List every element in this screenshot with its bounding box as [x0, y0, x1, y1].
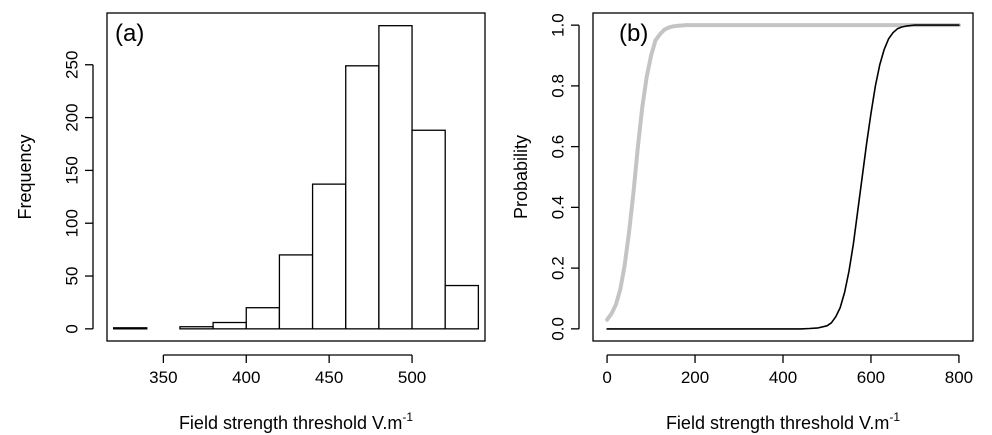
histogram-bar — [112, 327, 148, 330]
x-tick-label: 0 — [602, 368, 611, 387]
histogram-bar — [411, 129, 446, 330]
x-tick-label: 450 — [315, 368, 343, 387]
y-tick-label: 0.8 — [549, 74, 568, 98]
y-tick-label: 0.2 — [549, 256, 568, 280]
x-tick-label: 500 — [398, 368, 426, 387]
x-axis-title-a-exponent: -1 — [402, 410, 413, 424]
y-tick-label: 0.0 — [549, 317, 568, 341]
x-tick-label: 350 — [149, 368, 177, 387]
x-tick-label: 400 — [232, 368, 260, 387]
y-tick-label: 0 — [63, 324, 82, 333]
y-tick-label: 150 — [63, 156, 82, 184]
grey-probability-line — [605, 23, 961, 322]
histogram-bar — [444, 284, 480, 330]
probability-panel: (b) 0 200 400 600 800 0.0 0.2 0.4 0.6 0.8 1.0 Fie… — [511, 12, 974, 433]
histogram-panel: (a) 350 400 450 500 0 50 100 150 200 250 Field s… — [15, 12, 486, 433]
histogram-bar — [378, 25, 413, 330]
histogram-bar — [345, 65, 380, 330]
x-axis-title-a: Field strength threshold V.m-1 — [179, 410, 413, 433]
y-axis-title-b: Probability — [511, 135, 531, 219]
y-tick-label: 0.4 — [549, 196, 568, 220]
y-tick-label: 250 — [63, 51, 82, 79]
histogram-bar — [278, 254, 314, 330]
y-tick-label: 0.6 — [549, 135, 568, 159]
panel-label-b: (b) — [619, 20, 648, 47]
x-axis-title-b: Field strength threshold V.m-1 — [666, 410, 900, 433]
x-tick-label: 200 — [681, 368, 709, 387]
y-tick-label: 200 — [63, 103, 82, 131]
plot-frame-a — [106, 12, 486, 342]
histogram-bar — [179, 326, 214, 330]
y-axis-b: 0.0 0.2 0.4 0.6 0.8 1.0 — [549, 13, 580, 341]
x-tick-label: 800 — [945, 368, 973, 387]
y-tick-label: 1.0 — [549, 13, 568, 37]
x-axis-title-a-text: Field strength threshold V.m — [179, 413, 402, 433]
probability-lines — [605, 23, 961, 330]
panel-label-a: (a) — [115, 20, 144, 47]
histogram-bars — [112, 25, 480, 330]
x-axis-title-b-text: Field strength threshold V.m — [666, 413, 889, 433]
y-tick-label: 100 — [63, 209, 82, 237]
y-tick-label: 50 — [63, 267, 82, 286]
x-axis-b: 0 200 400 600 800 — [602, 354, 973, 387]
y-axis-title-a: Frequency — [15, 134, 35, 219]
y-axis-a: 0 50 100 150 200 250 — [63, 51, 94, 334]
histogram-bar — [212, 321, 247, 330]
x-axis-title-b-exponent: -1 — [889, 410, 900, 424]
x-axis-a: 350 400 450 500 — [149, 354, 426, 387]
histogram-bar — [245, 307, 281, 330]
histogram-bar — [311, 183, 347, 330]
x-tick-label: 600 — [857, 368, 885, 387]
x-tick-label: 400 — [769, 368, 797, 387]
black-probability-line — [606, 24, 960, 330]
plot-frame-b — [592, 12, 974, 342]
